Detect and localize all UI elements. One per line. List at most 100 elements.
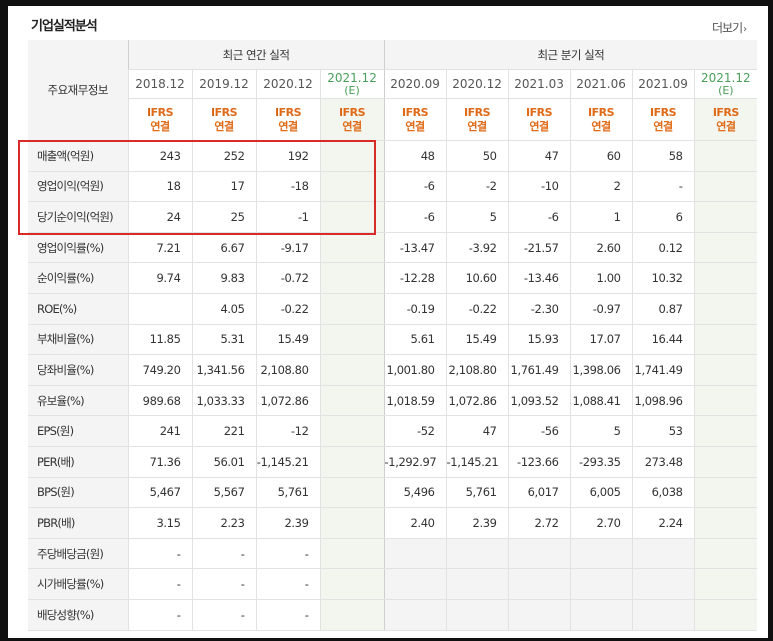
table-cell: -13.47	[383, 232, 447, 264]
table-cell: -6	[383, 171, 447, 203]
table-cell: -9.17	[255, 232, 320, 264]
ifrs-label: IFRS	[275, 105, 302, 119]
table-cell: -0.72	[255, 262, 320, 294]
period-label: 2021.09	[638, 77, 688, 91]
consolidated-label: 연결	[467, 119, 487, 133]
row-label: 순이익률(%)	[28, 262, 128, 294]
table-cell: 25	[191, 201, 256, 233]
table-row: 영업이익(억원) 18 17 -18 -6 -2 -10 2-	[28, 171, 758, 203]
table-cell: 1	[569, 201, 633, 233]
table-cell: 1,341.56	[191, 354, 256, 386]
ifrs-label: IFRS	[211, 105, 238, 119]
table-cell: 1,088.41	[569, 385, 633, 417]
period-label: 2020.12	[452, 77, 502, 91]
table-cell	[693, 538, 758, 570]
table-cell	[319, 262, 385, 294]
row-header-label: 주요재무정보	[28, 40, 128, 141]
table-cell: -12.28	[383, 262, 447, 294]
table-row: 시가배당률(%) - - -	[28, 568, 758, 600]
table-cell	[631, 599, 695, 631]
period-header: 2021.12 (E)	[693, 69, 758, 99]
table-cell: -6	[507, 201, 571, 233]
row-label: 매출액(억원)	[28, 140, 128, 172]
highlight-box	[18, 140, 376, 235]
period-header: 2020.09	[383, 69, 447, 99]
row-label: 배당성향(%)	[28, 599, 128, 631]
table-cell	[693, 171, 758, 203]
table-cell: 3.15	[127, 507, 192, 539]
table-cell: 1,098.96	[631, 385, 695, 417]
table-cell: 1,761.49	[507, 354, 571, 386]
period-label: 2021.12	[327, 70, 377, 85]
more-link[interactable]: 더보기›	[712, 19, 747, 36]
table-cell	[319, 201, 385, 233]
table-cell	[507, 568, 571, 600]
ifrs-badge: IFRS 연결	[319, 98, 385, 141]
period-label: 2021.06	[576, 77, 626, 91]
period-label: 2020.12	[263, 77, 313, 91]
table-cell: 6,017	[507, 477, 571, 509]
consolidated-label: 연결	[214, 119, 234, 133]
table-cell: 2.40	[383, 507, 447, 539]
period-header: 2020.12	[255, 69, 320, 99]
table-row: 매출액(억원) 243 252 192 48 50 47 60 58	[28, 140, 758, 172]
table-cell	[693, 385, 758, 417]
consolidated-label: 연결	[405, 119, 425, 133]
table-cell	[319, 140, 385, 172]
table-cell: 17.07	[569, 324, 633, 356]
table-cell: 71.36	[127, 446, 192, 478]
table-cell	[693, 415, 758, 447]
ifrs-badge: IFRS 연결	[507, 98, 571, 141]
table-cell: -	[127, 599, 192, 631]
consolidated-label: 연결	[150, 119, 170, 133]
table-cell	[319, 507, 385, 539]
consolidated-label: 연결	[716, 119, 736, 133]
ifrs-label: IFRS	[588, 105, 615, 119]
row-label: 영업이익률(%)	[28, 232, 128, 264]
table-cell	[319, 415, 385, 447]
ifrs-label: IFRS	[339, 105, 366, 119]
table-cell: 1.00	[569, 262, 633, 294]
table-cell: -0.19	[383, 293, 447, 325]
table-cell: 24	[127, 201, 192, 233]
period-header: 2021.03	[507, 69, 571, 99]
table-cell: -	[191, 599, 256, 631]
table-cell: 17	[191, 171, 256, 203]
consolidated-label: 연결	[653, 119, 673, 133]
table-cell: -1	[255, 201, 320, 233]
table-cell: 9.74	[127, 262, 192, 294]
financial-summary-panel: 기업실적분석 더보기› 주요재무정보 최근 연간 실적 최근 분기 실적 201…	[8, 6, 768, 638]
table-cell: 15.49	[255, 324, 320, 356]
consolidated-label: 연결	[342, 119, 362, 133]
table-cell	[383, 538, 447, 570]
more-label[interactable]: 더보기	[712, 21, 743, 35]
table-cell: -	[127, 538, 192, 570]
consolidated-label: 연결	[529, 119, 549, 133]
ifrs-label: IFRS	[402, 105, 429, 119]
period-label: 2021.12	[701, 70, 751, 85]
table-cell: -	[255, 599, 320, 631]
table-cell: 56.01	[191, 446, 256, 478]
table-row: BPS(원) 5,467 5,567 5,761 5,496 5,761 6,017 6,00…	[28, 477, 758, 509]
consolidated-label: 연결	[278, 119, 298, 133]
table-cell: -13.46	[507, 262, 571, 294]
table-cell: 192	[255, 140, 320, 172]
table-cell: 5,761	[445, 477, 509, 509]
table-cell	[693, 262, 758, 294]
table-row: ROE(%) 4.05 -0.22 -0.19 -0.22 -2.30 -0.97 0.87	[28, 293, 758, 325]
table-row: 부채비율(%) 11.85 5.31 15.49 5.61 15.49 15.93 17.07…	[28, 324, 758, 356]
table-cell	[693, 293, 758, 325]
table-cell	[319, 477, 385, 509]
table-cell: 48	[383, 140, 447, 172]
table-row: 당좌비율(%) 749.20 1,341.56 2,108.80 1,001.80 2,1…	[28, 354, 758, 386]
table-cell: 6.67	[191, 232, 256, 264]
table-cell: 2	[569, 171, 633, 203]
table-cell: -56	[507, 415, 571, 447]
table-cell: 5	[445, 201, 509, 233]
table-cell	[319, 324, 385, 356]
table-cell	[127, 293, 192, 325]
table-cell: 11.85	[127, 324, 192, 356]
table-cell: -	[191, 568, 256, 600]
period-label: 2021.03	[514, 77, 564, 91]
table-cell: -0.22	[255, 293, 320, 325]
